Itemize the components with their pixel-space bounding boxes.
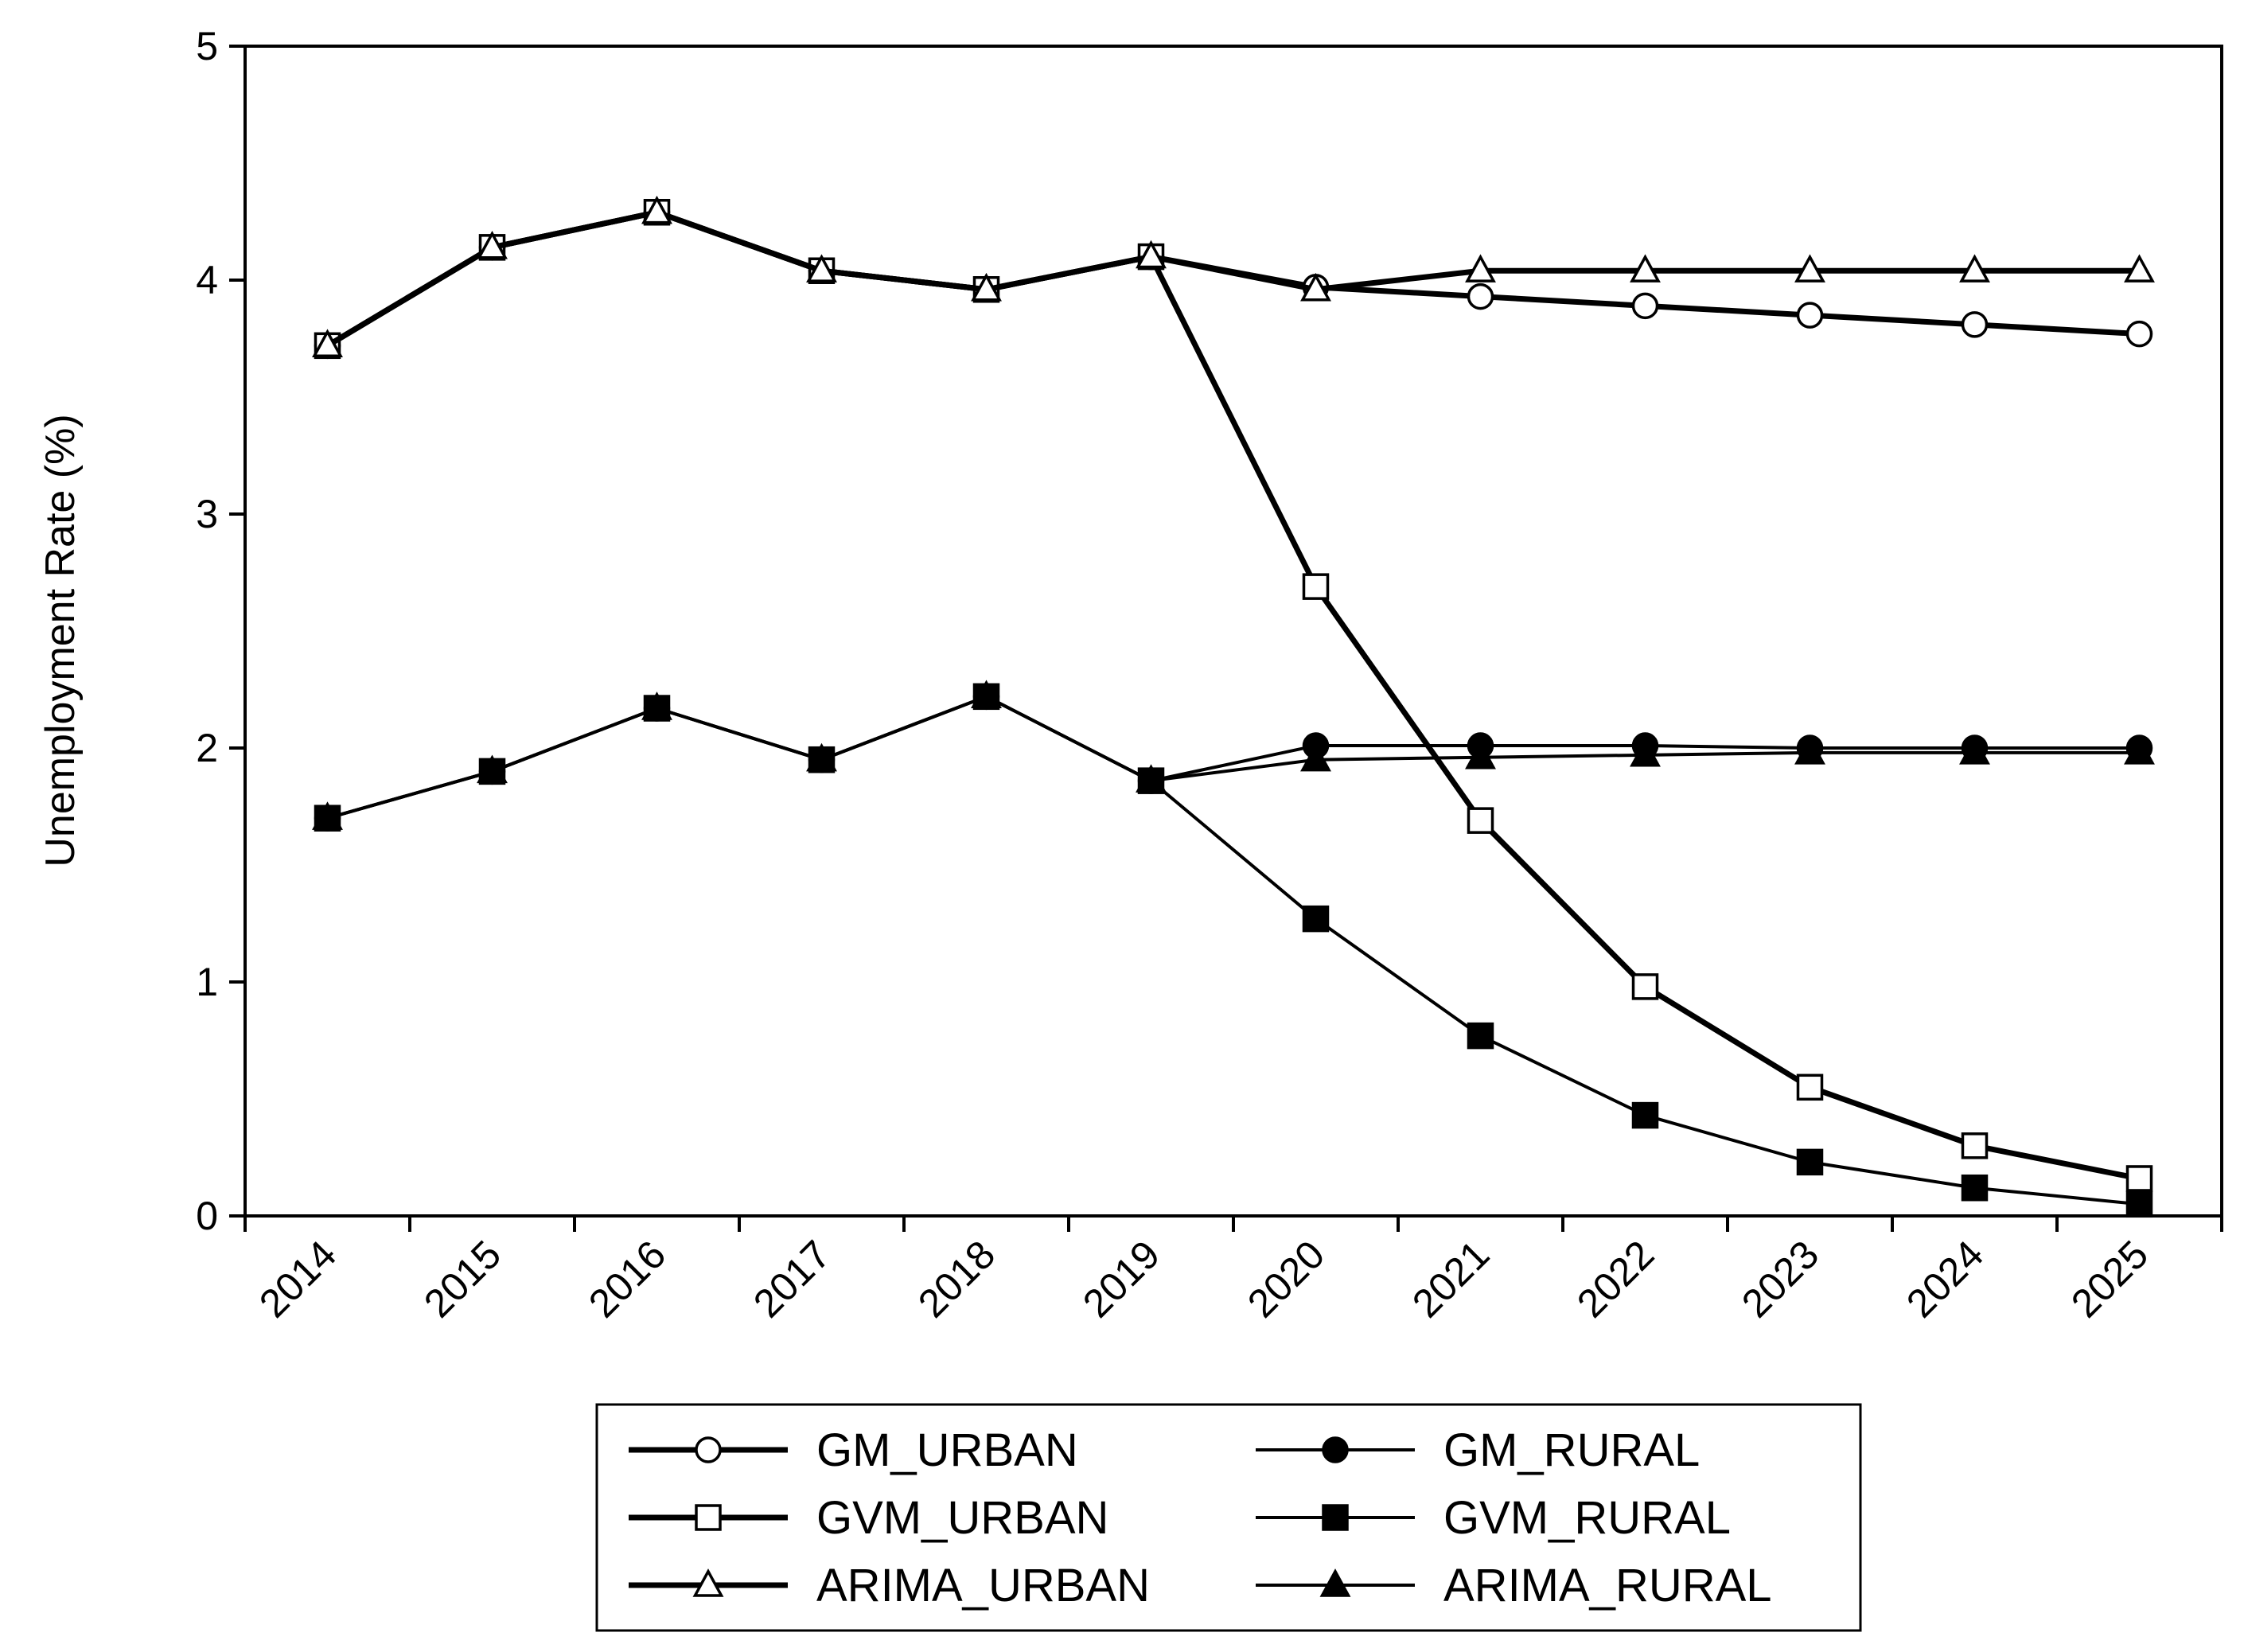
point-arima-urban-2016 [641,195,672,224]
legend-label-gvm-rural: GVM_RURAL [1443,1492,1731,1544]
y-tick-label-5: 5 [196,24,218,68]
legend-marker-gvm-urban [695,1504,722,1531]
point-gvm-rural-2020 [1302,905,1330,933]
point-gvm-urban-2024 [1961,1132,1989,1159]
legend-box [595,1403,1862,1632]
x-tick-label-2020: 2020 [1239,1232,1333,1326]
y-tick-label-1: 1 [196,960,218,1004]
y-axis: 0 1 2 3 4 5 [196,24,245,1238]
x-tick-label-2022: 2022 [1568,1232,1662,1326]
point-gvm-urban-2025 [2125,1165,2153,1192]
x-tick-label-2025: 2025 [2063,1232,2156,1326]
point-arima-rural-2014 [312,801,343,830]
point-gm-urban-2022 [1631,292,1659,320]
point-gvm-urban-2023 [1796,1073,1824,1101]
point-arima-rural-2022 [1630,738,1661,767]
series-arima-rural [312,680,2155,830]
legend-label-gm-urban: GM_URBAN [816,1424,1078,1476]
point-arima-rural-2024 [1959,735,1990,765]
point-gvm-urban-2021 [1467,807,1494,834]
x-tick-label-2018: 2018 [910,1232,1003,1326]
legend-marker-gm-urban [695,1436,722,1463]
y-tick-label-2: 2 [196,726,218,770]
point-arima-rural-2023 [1794,735,1825,765]
point-gm-urban-2021 [1467,282,1494,310]
point-gvm-rural-2022 [1631,1101,1659,1129]
x-tick-label-2016: 2016 [580,1232,674,1326]
series-arima-urban [312,195,2155,358]
legend-item-gvm-urban: GVM_URBAN [629,1492,1108,1544]
point-gvm-rural-2021 [1467,1022,1494,1050]
point-arima-urban-2018 [971,272,1002,302]
plot-area [243,45,2223,1218]
series-layer [312,195,2155,1218]
point-arima-urban-2017 [806,254,837,282]
x-tick-label-2017: 2017 [745,1232,839,1326]
legend: GM_URBAN GM_RURAL GVM_URBAN GVM_RURAL ARIMA_… [595,1403,1862,1632]
y-tick-label-4: 4 [196,258,218,302]
point-arima-rural-2025 [2124,735,2155,765]
point-arima-rural-2018 [971,680,1002,709]
point-arima-urban-2020 [1300,272,1331,302]
point-arima-rural-2021 [1465,740,1496,770]
legend-item-gm-urban: GM_URBAN [629,1424,1078,1476]
point-arima-urban-2021 [1465,254,1496,282]
legend-marker-arima-urban [692,1568,724,1597]
point-arima-urban-2022 [1630,254,1661,282]
point-arima-urban-2015 [477,230,508,259]
point-gvm-urban-2020 [1302,573,1330,600]
x-tick-label-2015: 2015 [415,1232,509,1326]
x-tick-label-2019: 2019 [1074,1232,1168,1326]
legend-marker-gvm-rural [1322,1504,1349,1531]
y-axis-title: Unemployment Rate (%) [37,414,84,867]
legend-item-arima-rural: ARIMA_RURAL [1256,1560,1772,1611]
point-gm-urban-2024 [1961,311,1989,338]
series-line-arima-rural [326,695,2140,820]
y-tick-label-3: 3 [196,492,218,536]
x-tick-label-2014: 2014 [251,1232,345,1326]
point-arima-urban-2019 [1136,240,1167,269]
series-line-arima-urban [325,209,2140,349]
point-gvm-rural-2023 [1796,1148,1824,1176]
point-gm-urban-2023 [1796,302,1824,329]
point-arima-urban-2024 [1959,254,1990,282]
point-arima-urban-2014 [312,329,343,358]
point-arima-urban-2025 [2124,254,2155,282]
legend-item-gvm-rural: GVM_RURAL [1256,1492,1731,1544]
legend-label-gvm-urban: GVM_URBAN [816,1492,1108,1544]
point-gvm-rural-2024 [1961,1174,1989,1202]
x-tick-label-2021: 2021 [1404,1232,1498,1326]
legend-marker-gm-rural [1322,1436,1349,1463]
legend-item-arima-urban: ARIMA_URBAN [629,1560,1150,1611]
legend-label-gm-rural: GM_RURAL [1443,1424,1700,1476]
point-arima-rural-2016 [641,692,672,720]
point-gm-urban-2025 [2125,320,2153,348]
x-tick-label-2023: 2023 [1733,1232,1827,1326]
x-tick-label-2024: 2024 [1898,1232,1992,1326]
legend-label-arima-rural: ARIMA_RURAL [1443,1560,1772,1611]
legend-label-arima-urban: ARIMA_URBAN [816,1560,1150,1611]
point-gvm-rural-2025 [2125,1190,2153,1218]
point-arima-rural-2019 [1136,764,1167,793]
point-gvm-urban-2022 [1631,973,1659,1000]
point-arima-urban-2023 [1794,254,1825,282]
point-arima-rural-2015 [477,754,508,784]
legend-item-gm-rural: GM_RURAL [1256,1424,1700,1476]
x-axis: 2014 2015 2016 2017 2018 2019 2020 2021 2022 2023… [243,1216,2223,1326]
legend-marker-arima-rural [1319,1568,1351,1597]
point-arima-rural-2017 [806,742,837,772]
point-arima-rural-2020 [1300,742,1331,772]
y-tick-label-0: 0 [196,1194,218,1238]
